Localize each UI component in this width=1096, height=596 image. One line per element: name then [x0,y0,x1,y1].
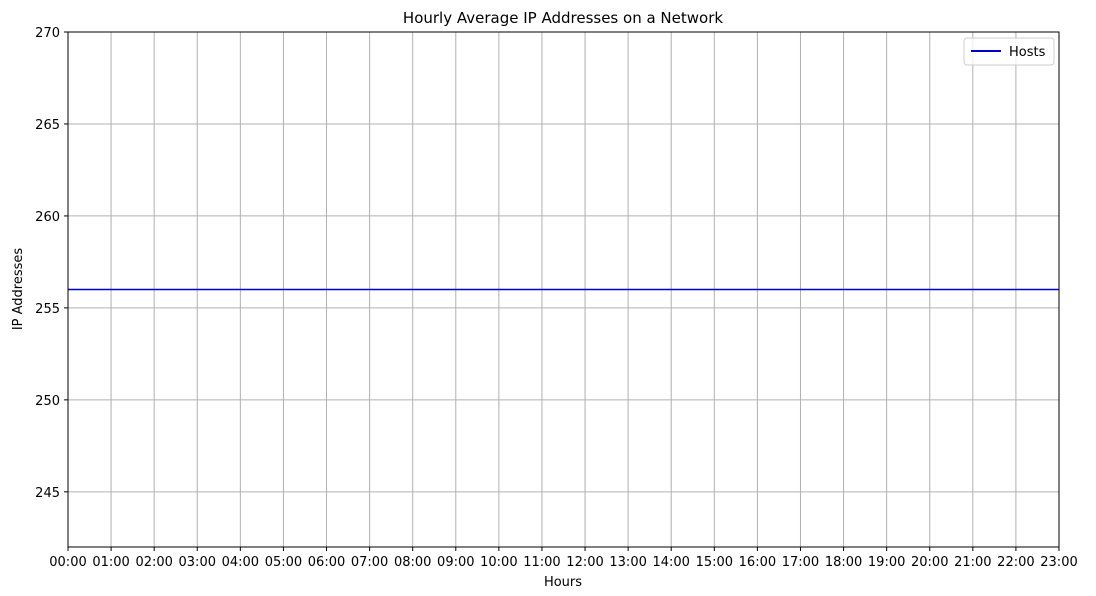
x-tick-label: 20:00 [911,555,948,570]
y-tick-label: 270 [35,26,60,41]
y-tick-label: 265 [35,118,60,133]
x-tick-label: 23:00 [1040,555,1077,570]
y-axis-ticks: 245 250 255 260 265 270 [35,26,68,501]
x-tick-label: 10:00 [480,555,517,570]
x-tick-label: 13:00 [609,555,646,570]
y-axis-label: IP Addresses [11,248,26,331]
plot-frame [67,31,1060,548]
legend: Hosts [963,37,1055,66]
x-tick-label: 21:00 [954,555,991,570]
x-tick-label: 07:00 [351,555,388,570]
x-tick-label: 05:00 [265,555,302,570]
x-tick-label: 00:00 [49,555,86,570]
legend-label-hosts: Hosts [1009,45,1046,60]
x-tick-label: 01:00 [92,555,129,570]
legend-box [963,37,1055,66]
x-tick-label: 18:00 [825,555,862,570]
y-tick-label: 260 [35,210,60,225]
y-tick-label: 245 [35,486,60,501]
x-axis-label: Hours [544,575,582,590]
x-tick-label: 17:00 [782,555,819,570]
x-tick-label: 16:00 [739,555,776,570]
x-tick-label: 11:00 [523,555,560,570]
x-tick-label: 03:00 [179,555,216,570]
x-tick-label: 22:00 [997,555,1034,570]
x-tick-label: 12:00 [566,555,603,570]
x-tick-label: 15:00 [696,555,733,570]
y-tick-label: 250 [35,394,60,409]
x-axis-ticks: 00:00 01:00 02:00 03:00 04:00 05:00 06:00 07:00… [49,547,1078,570]
x-tick-label: 09:00 [437,555,474,570]
x-tick-label: 02:00 [135,555,172,570]
x-tick-label: 06:00 [308,555,345,570]
x-tick-label: 08:00 [394,555,431,570]
y-tick-label: 255 [35,302,60,317]
x-tick-label: 14:00 [652,555,689,570]
x-tick-label: 19:00 [868,555,905,570]
x-tick-label: 04:00 [222,555,259,570]
chart-title: Hourly Average IP Addresses on a Network [403,9,723,27]
